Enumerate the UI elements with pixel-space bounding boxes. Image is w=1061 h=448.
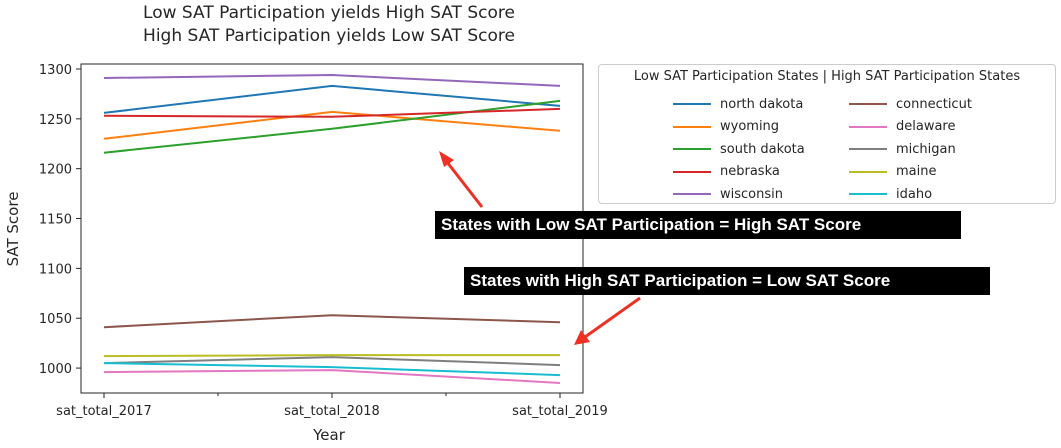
y-axis-ticks: 1000 1050 1100 1150 1200 1250 1300 <box>39 63 81 377</box>
legend-swatch <box>849 103 887 106</box>
chart-legend: Low SAT Participation States | High SAT … <box>598 64 1056 204</box>
legend-label: wyoming <box>720 119 780 135</box>
series-line-connecticut <box>103 314 561 329</box>
legend-item-idaho: idaho <box>849 183 972 206</box>
legend-swatch <box>673 103 711 106</box>
chart-title-line-1: Low SAT Participation yields High SAT Sc… <box>143 3 515 23</box>
legend-title: Low SAT Participation States | High SAT … <box>633 69 1021 84</box>
x-axis-ticks: sat_total_2017 sat_total_2018 sat_total_20… <box>56 393 608 419</box>
legend-item-connecticut: connecticut <box>849 93 972 116</box>
arrow-head-low <box>574 330 590 345</box>
arrow-to-low-scores <box>584 296 641 339</box>
y-tick-label: 1100 <box>39 262 72 277</box>
legend-label: wisconsin <box>720 186 783 202</box>
series-line-maine <box>103 354 560 358</box>
legend-item-maine: maine <box>849 161 972 184</box>
annotation-high-participation: States with High SAT Participation = Low… <box>464 267 990 295</box>
x-tick-label: sat_total_2019 <box>512 404 608 419</box>
series-line-south-dakota <box>103 99 561 154</box>
arrow-head-high <box>439 151 454 167</box>
legend-item-north-dakota: north dakota <box>673 93 805 116</box>
chart-title: Low SAT Participation yields High SAT Sc… <box>143 3 515 46</box>
legend-label: idaho <box>896 186 933 202</box>
annotation-arrows <box>439 151 641 345</box>
legend-label: delaware <box>896 119 956 135</box>
y-tick-label: 1300 <box>39 63 72 78</box>
y-tick-label: 1000 <box>39 362 72 377</box>
legend-item-michigan: michigan <box>849 138 972 161</box>
legend-item-wisconsin: wisconsin <box>673 183 805 206</box>
legend-label: maine <box>896 164 937 180</box>
series-line-michigan <box>103 356 561 367</box>
series-line-delaware <box>103 369 561 384</box>
series-line-north-dakota <box>103 84 561 114</box>
legend-label: north dakota <box>720 96 804 112</box>
annotation-low-participation: States with Low SAT Participation = High… <box>435 211 961 239</box>
legend-swatch <box>849 148 887 151</box>
x-tick-label: sat_total_2017 <box>56 404 152 419</box>
legend-item-delaware: delaware <box>849 116 972 139</box>
legend-item-nebraska: nebraska <box>673 161 805 184</box>
legend-label: south dakota <box>720 141 805 157</box>
legend-swatch <box>849 125 887 128</box>
y-axis-label: SAT Score <box>4 192 22 267</box>
series-line-idaho <box>103 362 561 377</box>
y-tick-label: 1050 <box>39 312 72 327</box>
legend-swatch <box>673 148 711 151</box>
series-line-wisconsin <box>103 73 561 87</box>
y-tick-label: 1200 <box>39 163 72 178</box>
legend-label: michigan <box>896 141 956 157</box>
legend-swatch <box>673 193 711 196</box>
legend-swatch <box>673 170 711 173</box>
chart-title-line-2: High SAT Participation yields Low SAT Sc… <box>143 26 515 46</box>
arrow-to-high-scores <box>445 161 484 208</box>
legend-swatch <box>849 193 887 196</box>
legend-swatch <box>673 125 711 128</box>
y-tick-label: 1250 <box>39 113 72 128</box>
series-line-nebraska <box>103 107 561 118</box>
legend-column-high: connecticut delaware michigan maine idaho <box>849 93 972 206</box>
legend-item-south-dakota: south dakota <box>673 138 805 161</box>
legend-item-wyoming: wyoming <box>673 116 805 139</box>
x-tick-label: sat_total_2018 <box>284 404 380 419</box>
legend-label: nebraska <box>720 164 780 180</box>
series-line-wyoming <box>103 110 561 140</box>
legend-label: connecticut <box>896 96 972 112</box>
series-lines <box>103 73 561 384</box>
y-tick-label: 1150 <box>39 213 72 228</box>
x-axis-label: Year <box>312 426 346 444</box>
legend-swatch <box>849 170 887 173</box>
legend-column-low: north dakota wyoming south dakota nebraska w… <box>673 93 805 206</box>
